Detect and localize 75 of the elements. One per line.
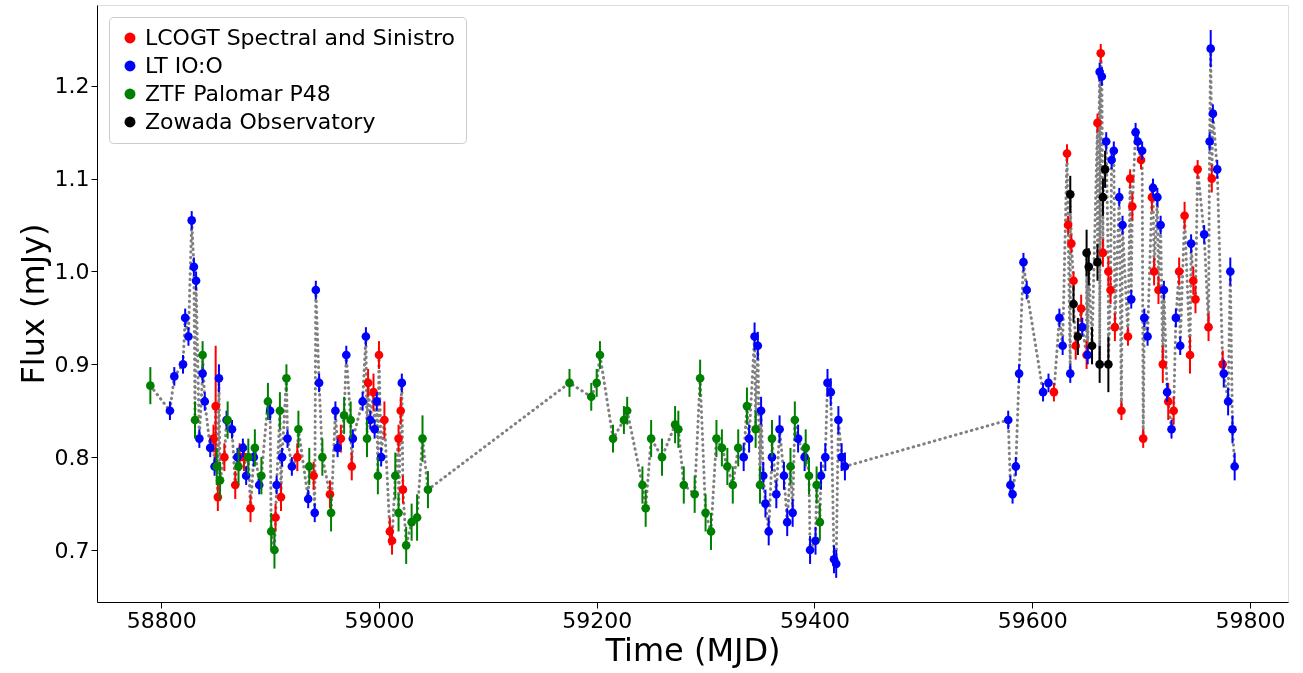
point bbox=[1096, 48, 1106, 58]
point bbox=[398, 485, 408, 494]
point bbox=[1065, 190, 1075, 199]
point bbox=[271, 513, 280, 522]
point bbox=[246, 503, 255, 513]
point bbox=[1093, 118, 1102, 128]
point bbox=[309, 471, 318, 481]
point bbox=[1123, 332, 1133, 341]
point bbox=[220, 452, 229, 462]
point bbox=[1063, 220, 1073, 230]
legend-label: Zowada Observatory bbox=[145, 109, 376, 134]
point bbox=[1180, 211, 1189, 221]
point bbox=[211, 401, 220, 411]
point bbox=[385, 527, 395, 536]
point bbox=[1127, 202, 1137, 211]
x-tick-label: 59400 bbox=[779, 607, 850, 633]
point bbox=[1062, 149, 1072, 158]
x-tick-label: 59800 bbox=[1215, 607, 1286, 633]
point bbox=[1174, 267, 1184, 276]
point bbox=[209, 434, 218, 443]
x-axis-title: Time (MJD) bbox=[604, 630, 781, 669]
point bbox=[1087, 341, 1097, 351]
y-tick-label: 1.1 bbox=[54, 166, 90, 192]
y-tick-label: 1.2 bbox=[54, 73, 90, 99]
point bbox=[1191, 295, 1200, 304]
point bbox=[276, 492, 286, 502]
point bbox=[1149, 267, 1159, 276]
point bbox=[1082, 248, 1091, 258]
legend-label: LCOGT Spectral and Sinistro bbox=[145, 25, 456, 50]
point bbox=[380, 415, 389, 425]
point bbox=[1098, 192, 1108, 202]
point bbox=[1093, 257, 1102, 267]
point bbox=[1104, 359, 1113, 369]
point bbox=[1106, 285, 1115, 295]
point bbox=[1193, 165, 1202, 174]
x-tick-label: 58800 bbox=[126, 607, 197, 633]
point bbox=[394, 434, 403, 443]
y-tick-label: 1.0 bbox=[54, 258, 90, 284]
legend-label: ZTF Palomar P48 bbox=[145, 81, 331, 106]
y-tick-label: 0.9 bbox=[54, 351, 90, 377]
point bbox=[396, 406, 406, 416]
x-tick-label: 59000 bbox=[344, 607, 415, 633]
y-tick-label: 0.8 bbox=[54, 444, 90, 470]
point bbox=[1098, 248, 1108, 258]
point bbox=[1204, 322, 1213, 332]
point bbox=[1207, 174, 1217, 183]
point bbox=[1125, 174, 1135, 183]
point bbox=[374, 350, 384, 360]
point bbox=[1076, 304, 1086, 313]
point bbox=[230, 480, 240, 490]
point bbox=[1069, 276, 1078, 286]
point bbox=[363, 378, 373, 388]
point bbox=[1067, 239, 1076, 248]
point bbox=[1104, 267, 1113, 276]
y-axis-title: Flux (mJy) bbox=[13, 223, 52, 385]
y-tick-label: 0.7 bbox=[54, 537, 90, 563]
point bbox=[1110, 322, 1120, 332]
point bbox=[1188, 276, 1198, 286]
legend-label: LT IO:O bbox=[145, 53, 223, 78]
point bbox=[1100, 165, 1110, 174]
point bbox=[1069, 299, 1078, 309]
point bbox=[347, 462, 357, 471]
x-tick-label: 59200 bbox=[562, 607, 633, 633]
point bbox=[1095, 359, 1104, 369]
point bbox=[1117, 406, 1126, 416]
point bbox=[387, 536, 397, 546]
point bbox=[292, 452, 302, 462]
x-tick-label: 59600 bbox=[997, 607, 1068, 633]
point bbox=[1138, 434, 1148, 443]
point bbox=[1158, 359, 1168, 369]
point bbox=[369, 387, 378, 397]
point bbox=[1084, 262, 1094, 272]
point bbox=[1049, 387, 1059, 397]
point bbox=[1073, 332, 1083, 341]
point bbox=[1169, 406, 1179, 416]
